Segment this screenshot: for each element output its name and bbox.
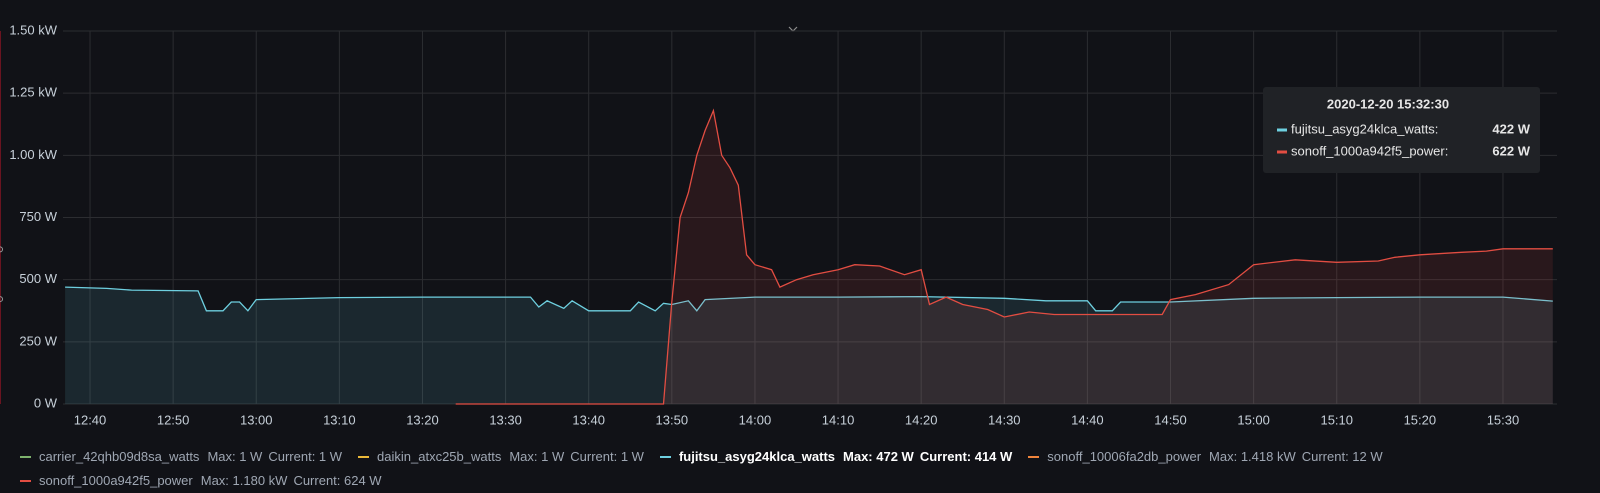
x-tick-label: 15:20: [1404, 412, 1437, 427]
tooltip-name: fujitsu_asyg24klca_watts:: [1291, 121, 1438, 136]
legend-swatch: [1028, 456, 1040, 458]
tooltip-value: 422 W: [1492, 121, 1530, 136]
x-tick-label: 15:30: [1487, 412, 1520, 427]
legend-name: fujitsu_asyg24klca_watts: [678, 449, 836, 464]
x-tick-label: 14:30: [988, 412, 1021, 427]
tooltip: 2020-12-20 15:32:30 fujitsu_asyg24klca_wa…: [1263, 87, 1540, 173]
y-tick-label: 1.50 kW: [9, 22, 57, 37]
x-tick-label: 15:00: [1237, 412, 1270, 427]
tooltip-box: [1263, 87, 1540, 173]
x-tick-label: 14:20: [905, 412, 938, 427]
legend-swatch: [659, 456, 671, 458]
x-tick-label: 14:00: [739, 412, 772, 427]
legend-swatch: [20, 456, 31, 458]
x-tick-label: 15:10: [1320, 412, 1353, 427]
legend-swatch: [358, 456, 370, 458]
legend-item[interactable]: daikin_atxc25b_watts Max: 1 W Current: 1 W: [358, 445, 644, 469]
legend-max: Max: 1 W: [207, 449, 263, 464]
hover-point: [0, 296, 3, 303]
x-tick-label: 13:30: [489, 412, 522, 427]
legend: carrier_42qhb09d8sa_watts Max: 1 W Current…: [20, 445, 1520, 493]
tooltip-name: sonoff_1000a942f5_power:: [1291, 143, 1448, 158]
y-tick-label: 750 W: [19, 209, 57, 224]
legend-item[interactable]: sonoff_10006fa2db_power Max: 1.418 kW Curr…: [1028, 445, 1383, 469]
area-fill: [455, 110, 1553, 404]
legend-current: Current: 1 W: [570, 449, 644, 464]
tooltip-title: 2020-12-20 15:32:30: [1327, 96, 1449, 111]
legend-name: daikin_atxc25b_watts: [377, 449, 502, 464]
collapse-icon[interactable]: [788, 26, 798, 32]
x-tick-label: 12:40: [74, 412, 107, 427]
x-tick-label: 12:50: [157, 412, 190, 427]
legend-current: Current: 414 W: [919, 449, 1013, 464]
legend-max: Max: 1 W: [509, 449, 565, 464]
series-line: [65, 286, 1553, 312]
x-tick-label: 14:50: [1154, 412, 1187, 427]
legend-max: Max: 472 W: [843, 449, 914, 464]
series-line: [455, 108, 1553, 405]
legend-name: sonoff_10006fa2db_power: [1047, 449, 1202, 464]
x-tick-label: 13:20: [406, 412, 439, 427]
legend-max: Max: 1.418 kW: [1209, 449, 1296, 464]
x-tick-label: 13:10: [323, 412, 356, 427]
legend-current: Current: 1 W: [268, 449, 343, 464]
y-tick-label: 1.25 kW: [9, 85, 57, 100]
legend-item[interactable]: sonoff_1000a942f5_power Max: 1.180 kW Curr…: [20, 469, 382, 493]
x-tick-label: 13:00: [240, 412, 273, 427]
legend-name: carrier_42qhb09d8sa_watts: [39, 449, 200, 464]
y-tick-label: 500 W: [19, 271, 57, 286]
x-tick-label: 13:40: [572, 412, 605, 427]
y-tick-label: 1.00 kW: [9, 147, 57, 162]
legend-item[interactable]: carrier_42qhb09d8sa_watts Max: 1 W Current…: [20, 445, 342, 469]
y-tick-label: 250 W: [19, 333, 57, 348]
x-tick-label: 14:10: [822, 412, 855, 427]
legend-current: Current: 624 W: [293, 473, 382, 488]
tooltip-value: 622 W: [1492, 143, 1530, 158]
legend-current: Current: 12 W: [1301, 449, 1383, 464]
y-tick-label: 0 W: [34, 395, 58, 410]
legend-item[interactable]: fujitsu_asyg24klca_watts Max: 472 W Curren…: [659, 445, 1013, 469]
legend-swatch: [20, 480, 31, 482]
x-tick-label: 14:40: [1071, 412, 1104, 427]
legend-name: sonoff_1000a942f5_power: [39, 473, 193, 488]
hover-point: [0, 246, 3, 253]
x-tick-label: 13:50: [656, 412, 689, 427]
chart: 0 W 250 W 500 W 750 W 1.00 kW 1.25 kW 1.50 kW 1…: [0, 22, 1557, 427]
area-fill: [65, 287, 1553, 404]
legend-max: Max: 1.180 kW: [200, 473, 288, 488]
